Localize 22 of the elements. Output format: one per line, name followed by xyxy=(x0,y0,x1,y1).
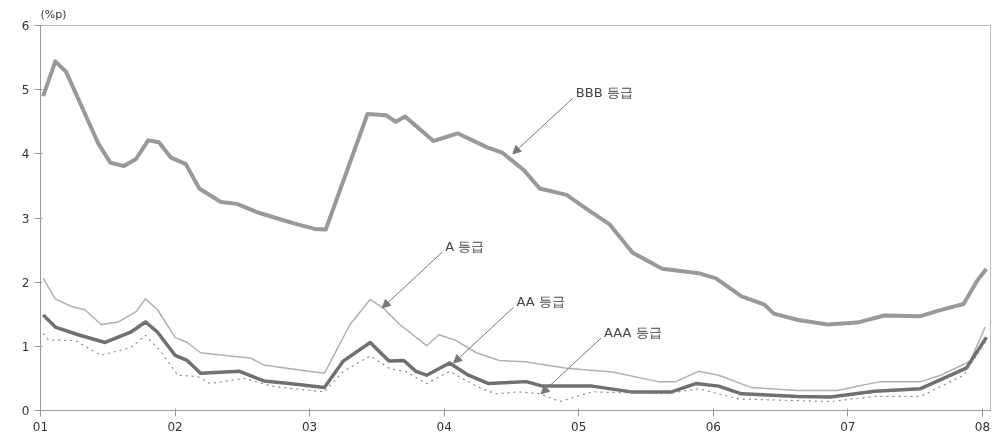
line-series xyxy=(41,313,989,399)
y-tick-label: 4 xyxy=(21,147,30,162)
x-tick-label: 01 xyxy=(32,419,49,434)
x-tick-label: 02 xyxy=(167,419,183,434)
x-tick-label: 06 xyxy=(705,419,721,434)
x-tick-label: 03 xyxy=(301,419,318,434)
x-tick-label: 05 xyxy=(571,419,587,434)
line-series xyxy=(42,277,986,392)
x-tick-label: 08 xyxy=(974,419,991,434)
annotation: BBB 등급 xyxy=(575,85,633,101)
annotation: A 등급 xyxy=(445,239,485,255)
y-tick-label: 1 xyxy=(21,339,30,354)
y-tick-label: 6 xyxy=(21,19,30,33)
y-tick-label: 3 xyxy=(21,211,30,226)
y-axis-title: (%p) xyxy=(40,7,67,21)
y-tick-label: 5 xyxy=(21,83,30,98)
annotation: AA 등급 xyxy=(516,294,565,310)
y-tick-label: 2 xyxy=(21,275,30,290)
x-tick-label: 07 xyxy=(840,419,856,434)
x-tick-label: 04 xyxy=(436,419,452,434)
y-tick-label: 0 xyxy=(21,404,30,418)
annotation: AAA 등급 xyxy=(604,325,662,341)
